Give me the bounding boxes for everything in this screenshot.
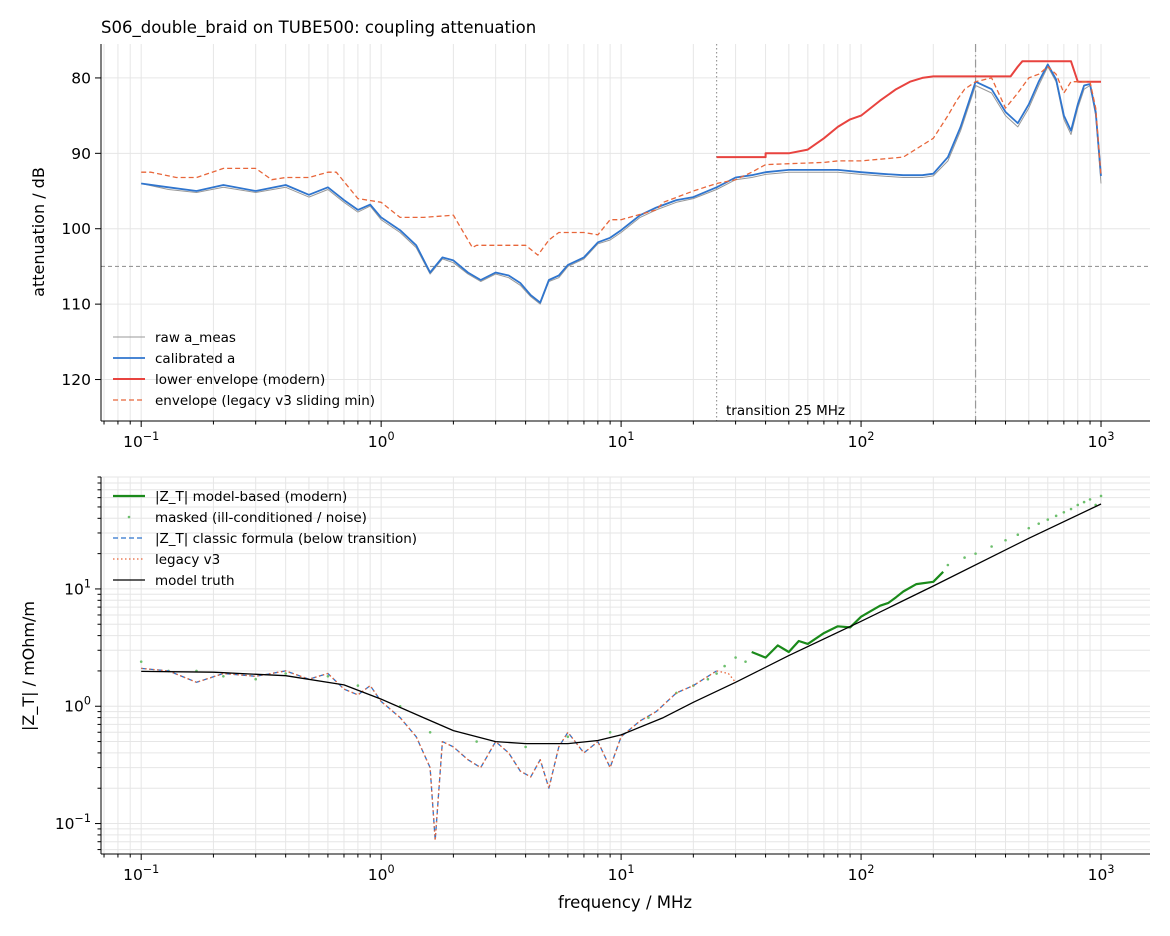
- data-point: [963, 556, 966, 559]
- legend-label: calibrated a: [155, 351, 235, 367]
- y-tick-label: 100: [64, 695, 91, 716]
- y-tick-label: 110: [61, 296, 91, 314]
- x-tick-label: 103: [1088, 863, 1115, 884]
- data-point: [946, 563, 950, 567]
- data-point: [990, 545, 993, 548]
- attenuation-ylabel: attenuation / dB: [29, 167, 48, 297]
- figure-title: S06_double_braid on TUBE500: coupling at…: [101, 18, 536, 38]
- data-point: [1016, 533, 1020, 536]
- y-tick-label: 100: [61, 220, 91, 238]
- x-tick-label: 102: [848, 863, 875, 884]
- data-point: [524, 745, 527, 749]
- x-tick-label: 103: [1088, 430, 1115, 451]
- transfer-impedance-ticks: 10−1 100 101 102 103 10−1 100 101: [55, 476, 1115, 884]
- series-line: [141, 65, 1102, 256]
- series-line: [716, 60, 1101, 159]
- legend-marker: [127, 515, 131, 519]
- x-tick-label: 10−1: [123, 863, 159, 884]
- data-point: [1076, 503, 1080, 507]
- legend-label: |Z_T| classic formula (below transition): [155, 531, 417, 547]
- data-point: [608, 730, 612, 734]
- data-point: [1054, 514, 1058, 518]
- y-tick-label: 10−1: [55, 812, 91, 833]
- x-tick-label: 10−1: [123, 430, 159, 451]
- transfer-impedance-grid: [101, 476, 1150, 854]
- data-point: [744, 660, 747, 663]
- attenuation-ticks: 10−1 100 101 102 103 80 90 100 110 120: [61, 69, 1114, 451]
- data-point: [1004, 538, 1007, 542]
- data-point: [1062, 511, 1066, 514]
- legend-label: |Z_T| model-based (modern): [155, 489, 347, 505]
- x-tick-label: 102: [848, 430, 875, 451]
- series-line: [141, 667, 717, 841]
- data-point: [254, 677, 257, 681]
- data-point: [222, 674, 225, 678]
- transition-label: transition 25 MHz: [726, 403, 845, 419]
- series-line: [141, 503, 1102, 745]
- data-point: [1088, 498, 1092, 501]
- data-point: [706, 677, 710, 681]
- data-point: [715, 672, 718, 675]
- data-point: [1046, 518, 1050, 521]
- legend-label: envelope (legacy v3 sliding min): [155, 393, 375, 409]
- data-point: [139, 660, 143, 663]
- series-line: [141, 667, 737, 841]
- y-tick-label: 120: [61, 371, 91, 389]
- y-tick-label: 90: [71, 145, 91, 163]
- data-point: [284, 672, 287, 675]
- transfer-impedance-legend: |Z_T| model-based (modern) masked (ill-co…: [113, 489, 417, 589]
- y-tick-label: 101: [64, 577, 91, 598]
- series-line: [141, 63, 1102, 304]
- legend-label: masked (ill-conditioned / noise): [155, 510, 367, 526]
- data-point: [734, 656, 737, 659]
- data-point: [566, 735, 570, 738]
- data-point: [1027, 526, 1031, 530]
- x-tick-label: 100: [368, 863, 395, 884]
- x-tick-label: 101: [608, 430, 635, 451]
- attenuation-series: [101, 44, 1150, 421]
- data-point: [356, 684, 360, 687]
- series-line: [751, 571, 944, 659]
- data-point: [1069, 507, 1073, 511]
- series-line: [141, 66, 1102, 305]
- legend-label: raw a_meas: [155, 330, 236, 346]
- data-point: [723, 664, 726, 668]
- x-tick-label: 100: [368, 430, 395, 451]
- attenuation-chart: 10−1 100 101 102 103 80 90 100 110 120 attenuatio…: [29, 44, 1150, 451]
- x-axis-label: frequency / MHz: [558, 893, 692, 912]
- legend-label: legacy v3: [155, 552, 220, 568]
- data-point: [1099, 494, 1103, 498]
- attenuation-legend: raw a_meas calibrated a lower envelope (mo…: [113, 330, 375, 409]
- data-point: [475, 740, 478, 743]
- transfer-impedance-chart: 10−1 100 101 102 103 10−1 100 101 |Z_T| / mOhm/…: [19, 476, 1150, 884]
- transfer-impedance-series: [139, 494, 1103, 841]
- data-point: [1037, 522, 1041, 525]
- attenuation-grid: [101, 44, 1150, 421]
- data-point: [974, 552, 977, 555]
- x-tick-label: 101: [608, 863, 635, 884]
- legend-label: lower envelope (modern): [155, 372, 325, 388]
- transfer-impedance-ylabel: |Z_T| / mOhm/m: [19, 601, 39, 731]
- data-point: [1082, 500, 1086, 504]
- legend-label: model truth: [155, 573, 235, 589]
- y-tick-label: 80: [71, 69, 91, 87]
- data-point: [326, 674, 330, 678]
- data-point: [428, 730, 432, 734]
